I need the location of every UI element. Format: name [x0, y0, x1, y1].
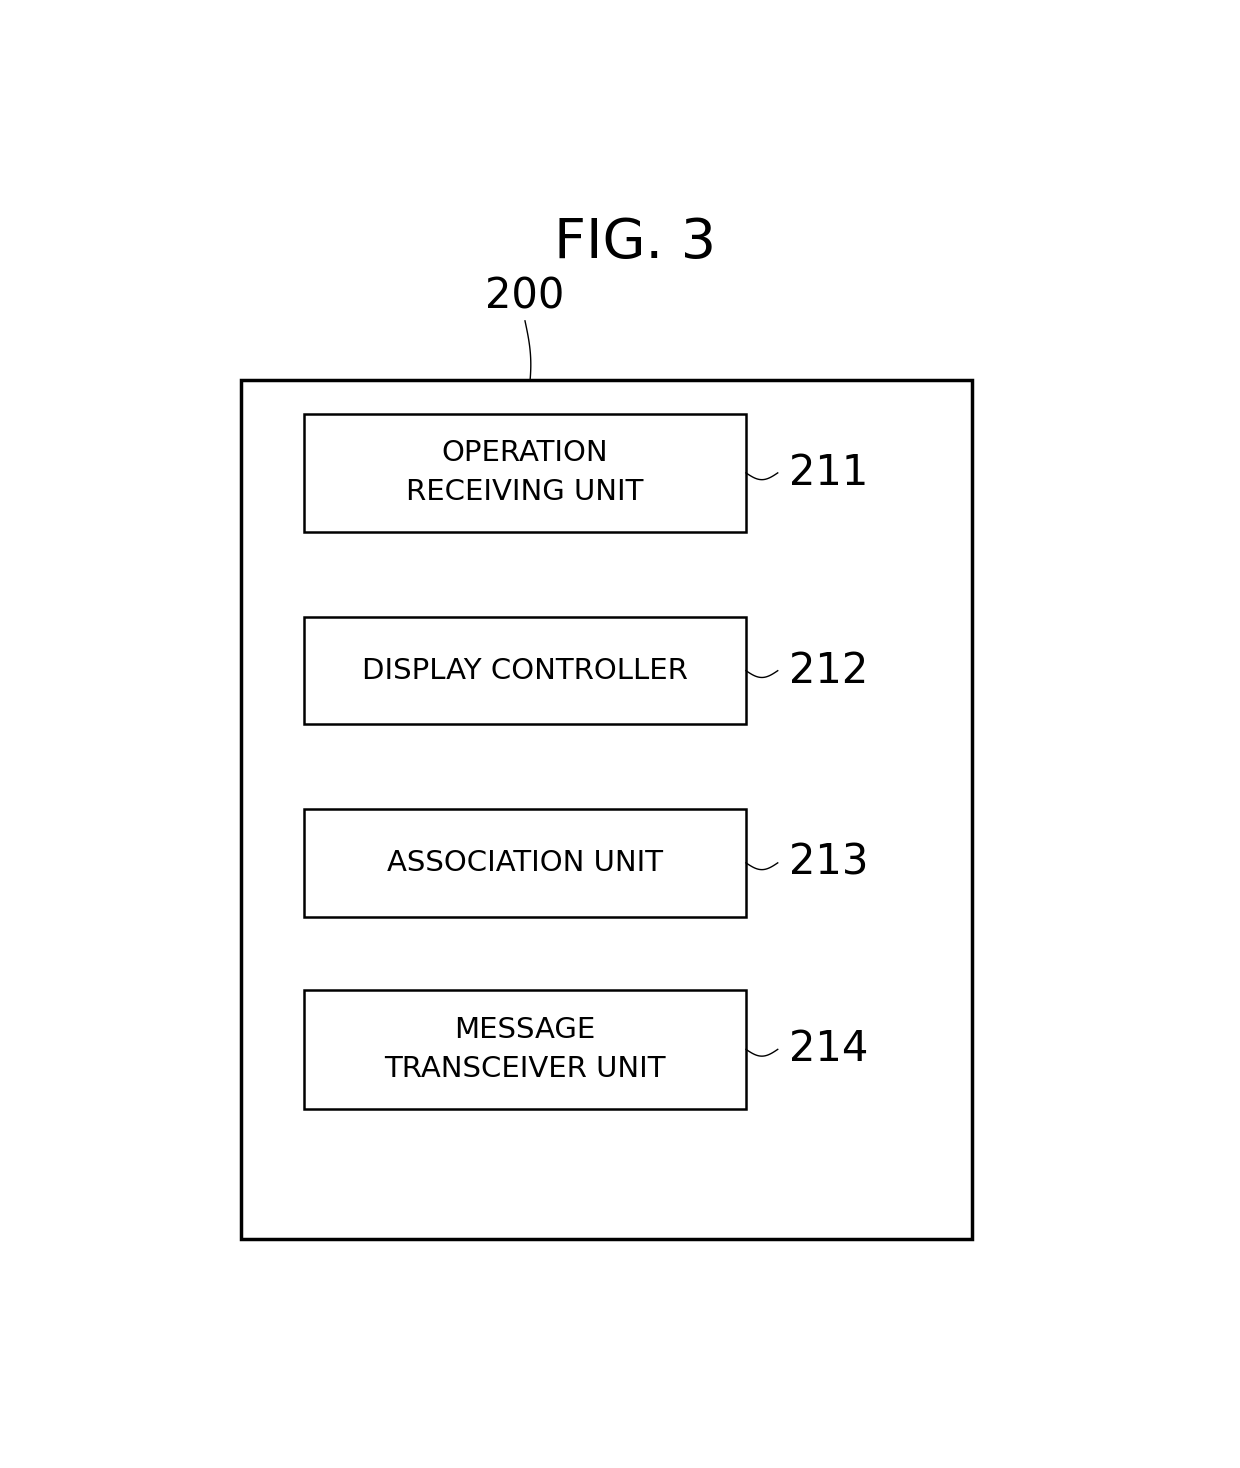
- Text: OPERATION
RECEIVING UNIT: OPERATION RECEIVING UNIT: [407, 439, 644, 506]
- Bar: [304, 414, 746, 533]
- Text: 212: 212: [789, 650, 868, 691]
- Text: DISPLAY CONTROLLER: DISPLAY CONTROLLER: [362, 656, 688, 684]
- Text: 213: 213: [789, 841, 869, 884]
- Text: 214: 214: [789, 1029, 869, 1070]
- Bar: [304, 617, 746, 724]
- Bar: [304, 989, 746, 1108]
- Text: ASSOCIATION UNIT: ASSOCIATION UNIT: [387, 849, 663, 876]
- Bar: [304, 809, 746, 916]
- Bar: [242, 380, 972, 1239]
- Text: FIG. 3: FIG. 3: [554, 216, 717, 270]
- Text: 211: 211: [789, 452, 869, 493]
- Text: 200: 200: [485, 276, 564, 317]
- Text: MESSAGE
TRANSCEIVER UNIT: MESSAGE TRANSCEIVER UNIT: [384, 1016, 666, 1083]
